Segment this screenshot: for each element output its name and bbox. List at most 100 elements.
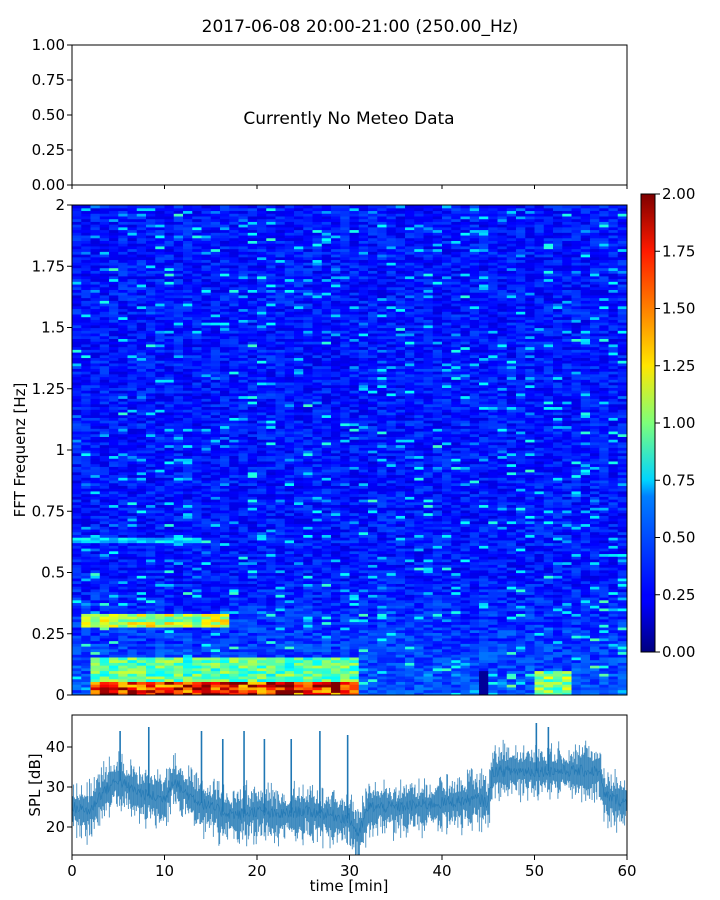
spectrogram-cell — [201, 493, 212, 497]
spectrogram-cell — [442, 591, 452, 595]
spectrogram-cell — [525, 531, 536, 535]
spectrogram-cell — [590, 564, 600, 568]
spectrogram-cell — [201, 537, 212, 541]
spectrogram-cell — [451, 531, 462, 535]
spectrogram-cell — [414, 512, 425, 516]
spectrogram-cell — [164, 534, 175, 538]
spectrogram-cell — [257, 673, 267, 677]
spectrogram-cell — [294, 616, 304, 620]
spectrogram-cell — [118, 583, 129, 587]
spectrogram-cell — [90, 561, 101, 565]
spectrogram-cell — [238, 515, 249, 519]
spectrogram-cell — [451, 675, 462, 680]
spectrogram-cell — [183, 651, 193, 655]
spectrogram-cell — [617, 479, 627, 484]
spectrogram-cell — [247, 656, 258, 661]
spectrogram-cell — [257, 678, 267, 682]
spectrogram-cell — [238, 651, 249, 655]
spectrogram-cell — [469, 646, 480, 650]
spectrogram-cell — [590, 477, 600, 481]
spectrogram-cell — [395, 678, 406, 682]
spectrogram-cell — [349, 509, 360, 514]
spectrogram-cell — [386, 613, 397, 617]
spectrogram-cell — [294, 528, 304, 533]
spectrogram-cell — [599, 602, 610, 606]
spectrogram-cell — [562, 488, 573, 492]
spectrogram-cell — [488, 605, 499, 609]
spectrogram-cell — [238, 686, 249, 691]
spectrogram-cell — [580, 618, 591, 623]
spectrogram-cell — [312, 602, 323, 606]
spectrogram-cell — [173, 613, 184, 617]
spectrogram-cell — [220, 509, 230, 514]
spectrogram-cell — [284, 469, 295, 473]
spectrogram-cell — [469, 531, 480, 535]
spectrogram-cell — [442, 564, 452, 568]
spectrogram-cell — [617, 561, 627, 565]
spectrogram-cell — [118, 479, 129, 484]
spectrogram-cell — [590, 621, 600, 625]
spectrogram-cell — [580, 646, 591, 650]
spectrogram-cell — [247, 659, 258, 663]
spectrogram-cell — [543, 607, 554, 612]
spectrogram-cell — [81, 474, 92, 478]
spectrogram-cell — [118, 564, 129, 568]
spectrogram-cell — [164, 673, 175, 677]
spectrogram-cell — [303, 632, 314, 636]
spectrogram-cell — [506, 675, 517, 680]
spectrogram-cell — [516, 670, 526, 674]
spectrogram-cell — [127, 526, 138, 530]
spectrogram-cell — [247, 474, 258, 478]
spectrogram-cell — [590, 548, 600, 552]
spectrogram-cell — [442, 599, 452, 604]
spectrogram-cell — [516, 548, 526, 552]
spectrogram-cell — [608, 654, 619, 658]
spectrogram-cell — [81, 586, 92, 590]
spectrogram-cell — [118, 504, 129, 508]
spectrogram-cell — [72, 518, 82, 522]
spectrogram-cell — [617, 528, 627, 533]
spectrogram-cell — [395, 488, 406, 492]
spectrogram-cell — [405, 656, 415, 661]
spectrogram-cell — [321, 534, 332, 538]
spectrogram-cell — [442, 686, 452, 691]
spectrogram-cell — [247, 689, 258, 693]
spectrogram-cell — [146, 646, 156, 650]
spectrogram-cell — [479, 686, 489, 691]
spectrogram-cell — [460, 670, 471, 674]
spectrogram-cell — [405, 618, 415, 623]
spectrogram-cell — [469, 558, 480, 563]
spectrogram-cell — [377, 485, 388, 489]
spectrogram-cell — [516, 499, 526, 503]
spectrogram-cell — [238, 482, 249, 486]
meteo-y-ticks: 0.000.250.500.751.00 — [32, 36, 72, 194]
spectrogram-cell — [155, 507, 166, 511]
spectrogram-cell — [303, 599, 314, 604]
spectrogram-cell — [164, 575, 175, 579]
spectrogram-cell — [553, 469, 563, 473]
spectrogram-cell — [109, 564, 119, 568]
spectrogram-cell — [460, 518, 471, 522]
spectrogram-cell — [229, 558, 240, 563]
spectrogram-cell — [497, 662, 508, 666]
spectrogram-cell — [432, 678, 443, 682]
spectrogram-cell — [580, 580, 591, 584]
spectrogram-cell — [469, 662, 480, 666]
spectrogram-cell — [229, 526, 240, 530]
spectrogram-cell — [155, 561, 166, 565]
spectrogram-cell — [395, 496, 406, 500]
spectrogram-cell — [525, 523, 536, 527]
spectrogram-cell — [210, 583, 221, 587]
spectrogram-cell — [405, 689, 415, 693]
spectrogram-cell — [72, 651, 82, 655]
spectrogram-cell — [414, 643, 425, 647]
spectrogram-cell — [303, 607, 314, 612]
spectrogram-cell — [146, 474, 156, 478]
spectrogram-cell — [442, 509, 452, 514]
spectrogram-cell — [562, 588, 573, 593]
spectrogram-cell — [571, 613, 582, 617]
spectrogram-cell — [331, 577, 341, 582]
spectrogram-cell — [99, 561, 110, 565]
spectrogram-cell — [238, 507, 249, 511]
spectrogram-cell — [562, 613, 573, 617]
